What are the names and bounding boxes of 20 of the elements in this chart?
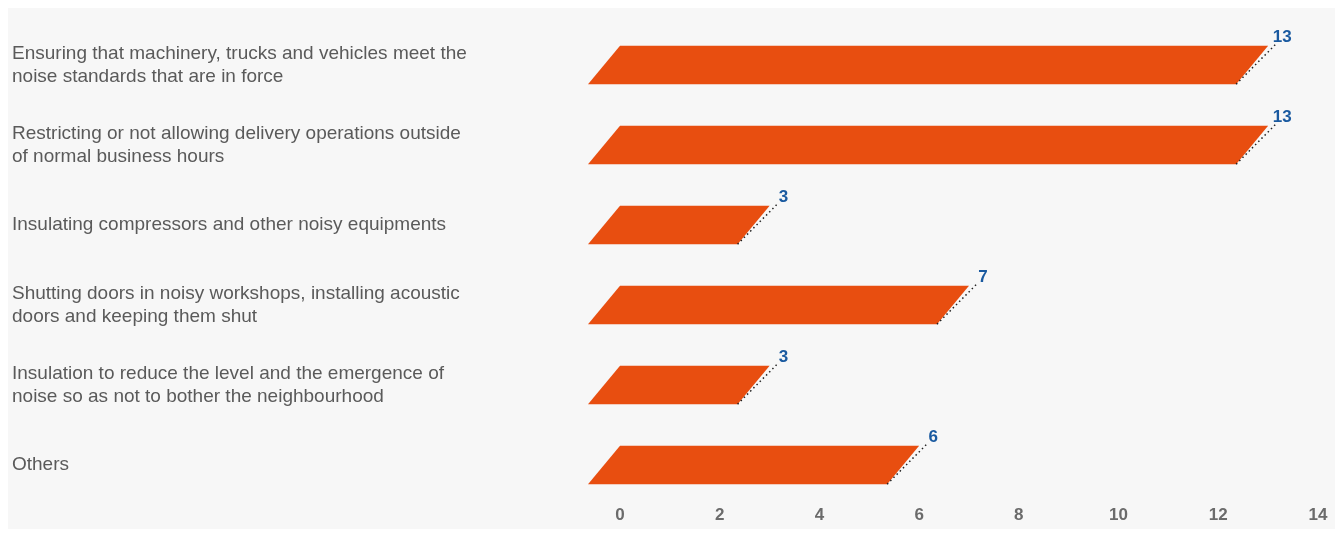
y-tick-label: Ensuring that machinery, trucks and vehicles meet the noise standards that are in force xyxy=(12,42,467,87)
y-tick-label: Shutting doors in noisy workshops, installing acoustic doors and keeping them shut xyxy=(12,282,460,327)
y-tick-label: Others xyxy=(12,453,70,475)
data-label: 3 xyxy=(778,346,789,366)
x-tick-label: 0 xyxy=(615,505,625,524)
data-label: 3 xyxy=(778,186,789,206)
x-tick-label: 8 xyxy=(1014,505,1024,524)
y-tick-label: Insulating compressors and other noisy equipments xyxy=(12,213,447,235)
data-label: 7 xyxy=(978,266,988,286)
x-tick-label: 6 xyxy=(914,505,924,524)
x-tick-label: 4 xyxy=(814,505,825,524)
y-tick-label: Insulation to reduce the level and the emergence of noise so as not to bother the neighbourhood xyxy=(12,362,445,407)
data-label: 13 xyxy=(1272,106,1292,126)
data-label: 6 xyxy=(928,426,938,446)
x-tick-label: 2 xyxy=(714,505,725,524)
x-tick-label: 14 xyxy=(1308,505,1328,524)
x-tick-label: 10 xyxy=(1109,505,1129,524)
x-tick-label: 12 xyxy=(1208,505,1228,524)
data-label: 13 xyxy=(1272,26,1292,46)
y-tick-label: Restricting or not allowing delivery operations outside of normal business hours xyxy=(12,122,461,167)
